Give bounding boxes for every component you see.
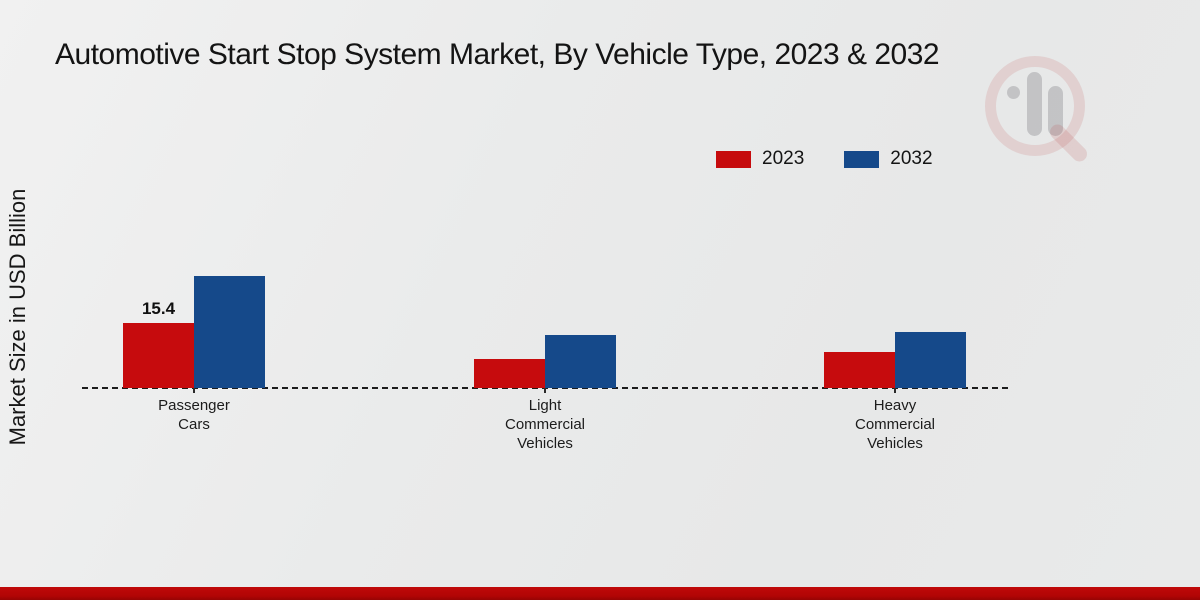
category-label-passenger-cars: Passenger Cars [158, 397, 230, 433]
x-axis-tick [894, 388, 896, 393]
bar-2023-heavy-commercial-vehicles [824, 352, 895, 388]
bar-2023-passenger-cars [123, 323, 194, 388]
bar-2032-light-commercial-vehicles [545, 335, 616, 388]
bar-2023-light-commercial-vehicles [474, 359, 545, 388]
category-label-heavy-commercial-vehicles: Heavy Commercial Vehicles [854, 397, 935, 452]
category-label-light-commercial-vehicles: Light Commercial Vehicles [504, 397, 585, 452]
bar-2032-passenger-cars [194, 276, 265, 388]
bar-2032-heavy-commercial-vehicles [895, 332, 966, 388]
x-axis-tick [544, 388, 546, 393]
x-axis-tick [193, 388, 195, 393]
legend: 2023 2032 [716, 148, 933, 170]
legend-swatch-2032 [844, 150, 880, 168]
footer-red-band [0, 587, 1200, 600]
legend-label: 2023 [762, 148, 805, 169]
bar-value-label: 15.4 [141, 299, 176, 318]
legend-label: 2032 [890, 148, 933, 169]
legend-item-2032: 2032 [844, 148, 933, 170]
chart-title: Automotive Start Stop System Market, By … [55, 38, 940, 71]
legend-swatch-2023 [716, 150, 751, 168]
legend-item-2023: 2023 [716, 148, 804, 170]
